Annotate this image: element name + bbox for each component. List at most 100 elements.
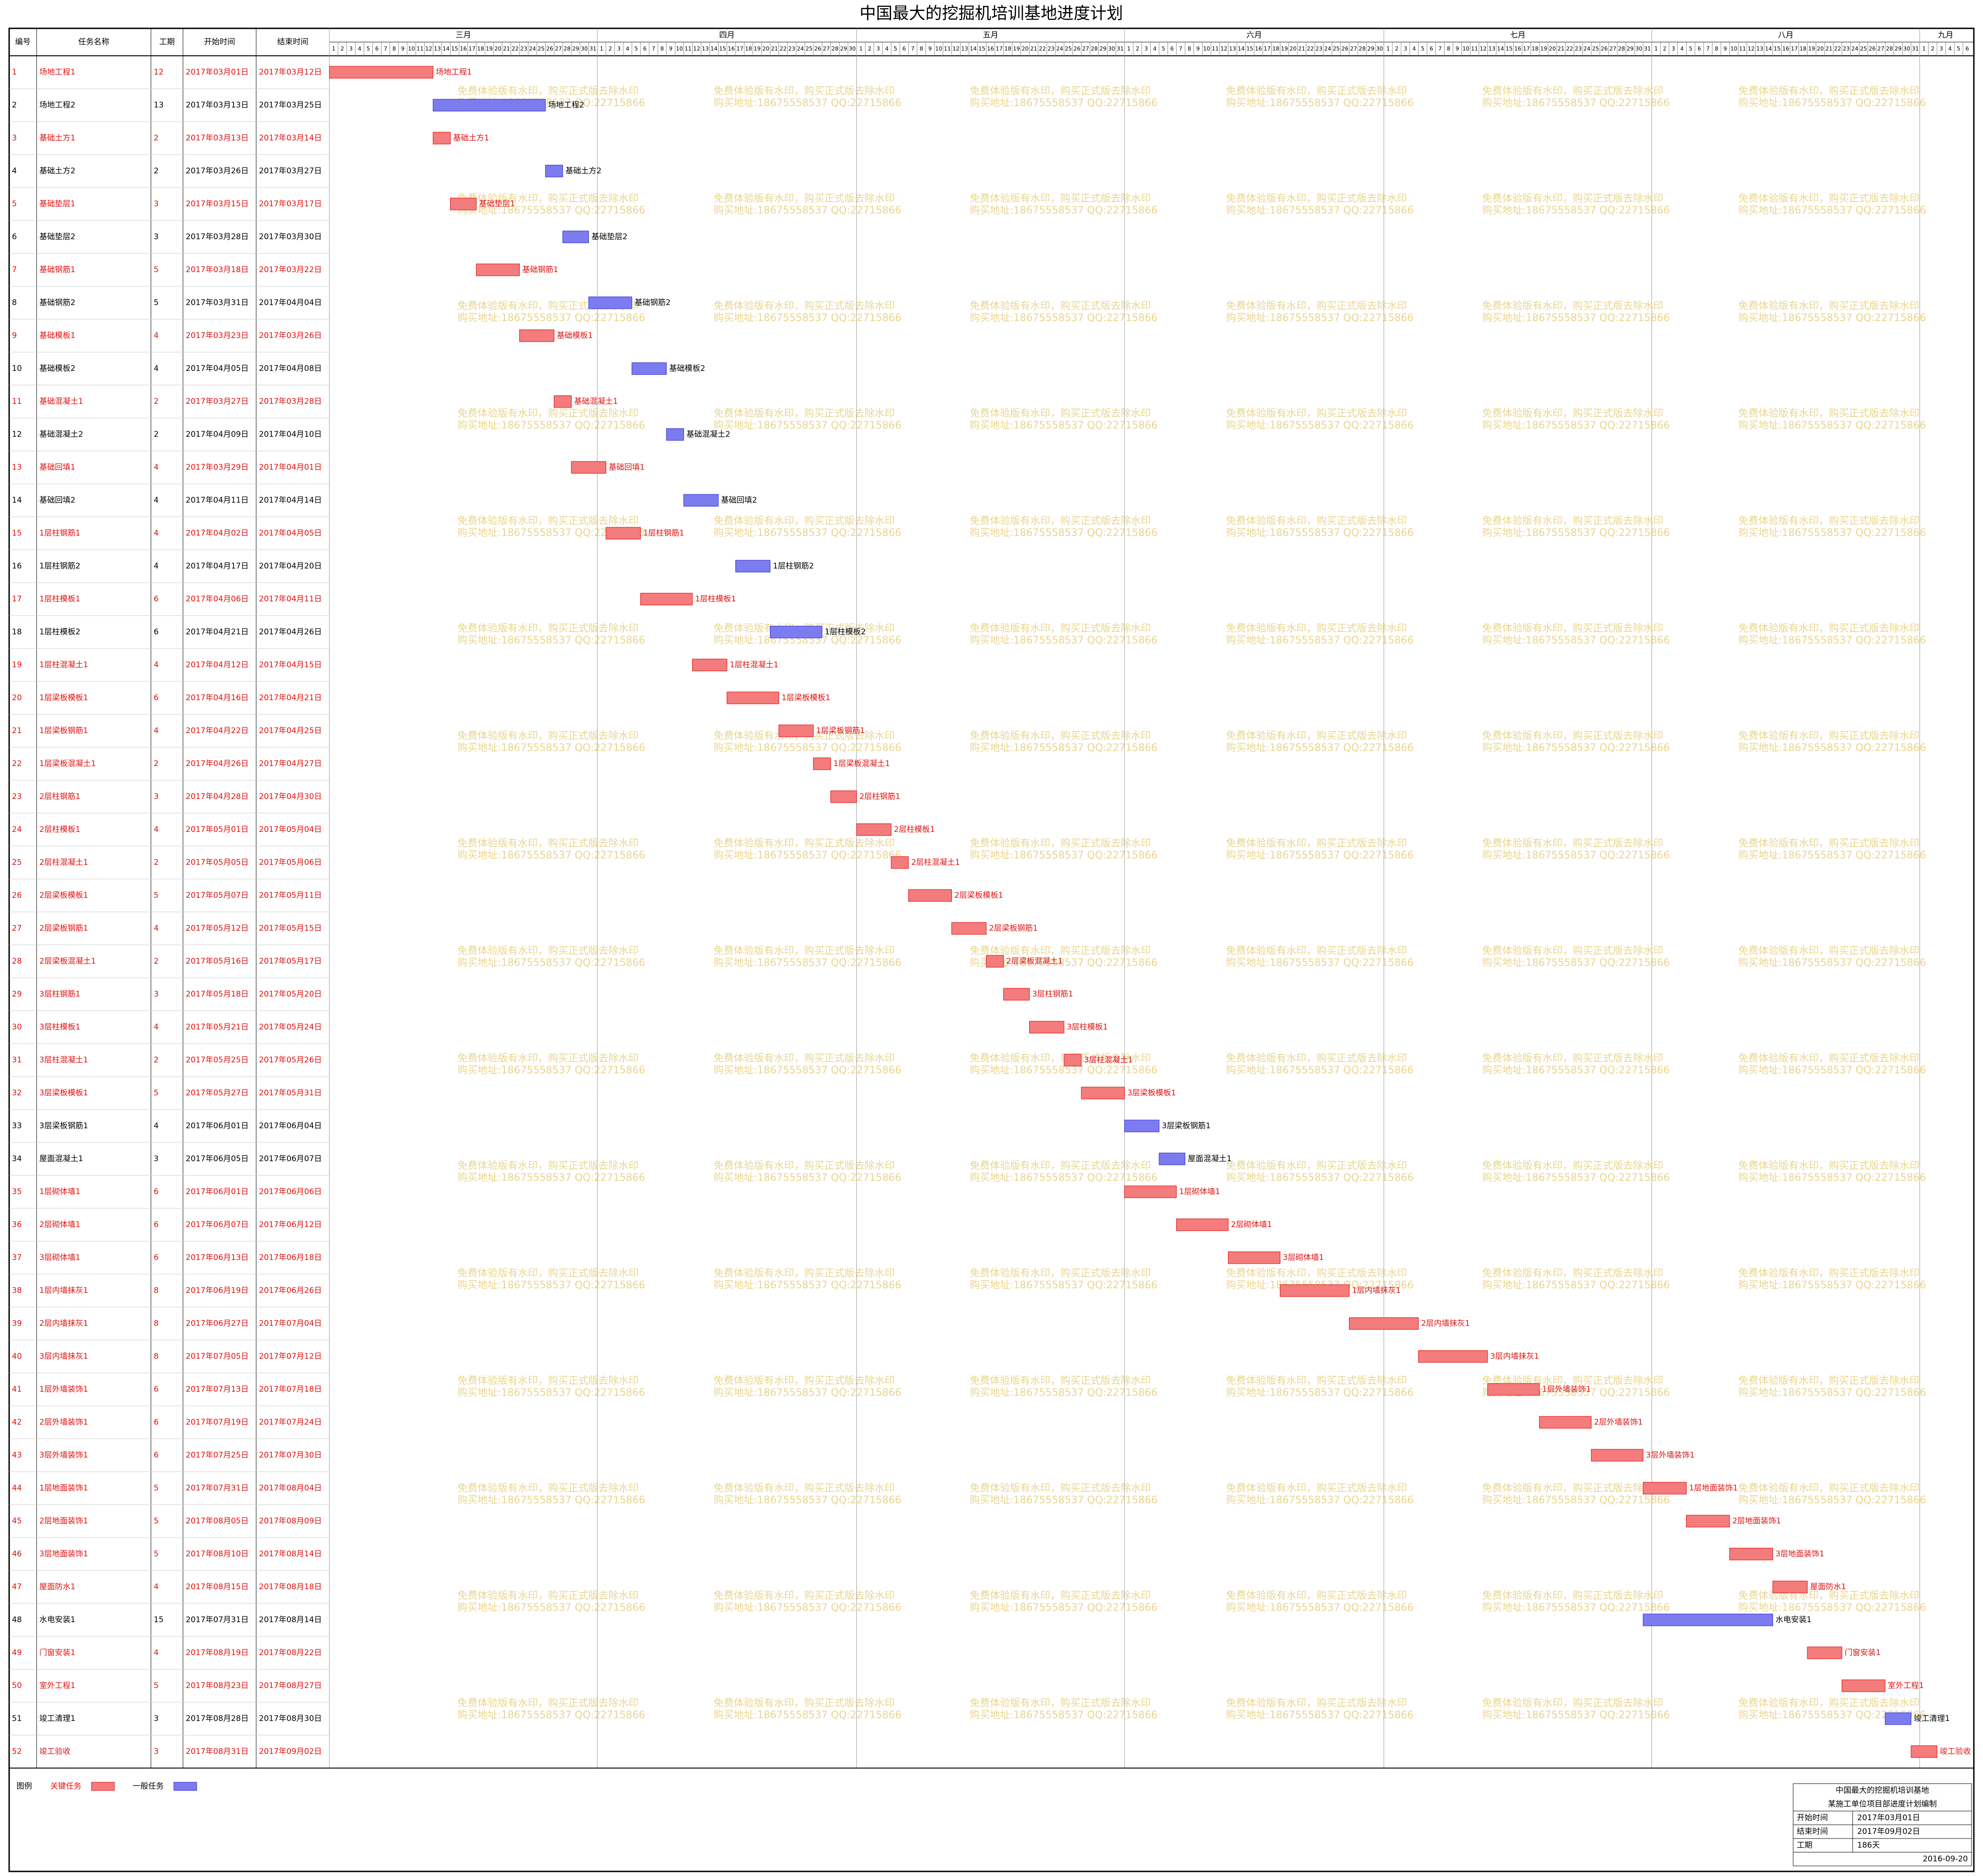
watermark: 购买地址:18675558537 QQ:22715866	[1482, 1602, 1670, 1613]
day-label: 3	[1671, 46, 1675, 52]
watermark: 免费体验版有水印，购买正式版去除水印	[1482, 1160, 1663, 1172]
day-label: 29	[572, 46, 579, 52]
watermark: 免费体验版有水印，购买正式版去除水印	[1226, 193, 1407, 204]
cell-name: 3层柱钢筋1	[39, 990, 81, 999]
day-label: 11	[417, 46, 424, 52]
bar-label: 1层柱混凝土1	[730, 660, 779, 670]
bar-label: 屋面混凝土1	[1188, 1154, 1232, 1163]
bar-label: 1层梁板钢筋1	[816, 726, 865, 735]
cell-start: 2017年06月13日	[186, 1253, 249, 1262]
bar-label: 3层柱钢筋1	[1032, 990, 1073, 999]
watermark: 免费体验版有水印，购买正式版去除水印	[1226, 515, 1407, 527]
cell-duration: 4	[154, 726, 159, 735]
normal-bar	[433, 99, 546, 112]
day-label: 20	[1290, 46, 1296, 52]
day-label: 11	[1212, 46, 1219, 52]
watermark: 免费体验版有水印，购买正式版去除水印	[714, 300, 895, 312]
bar-label: 1层梁板模板1	[782, 693, 831, 702]
watermark: 购买地址:18675558537 QQ:22715866	[714, 1065, 901, 1076]
watermark: 购买地址:18675558537 QQ:22715866	[457, 420, 645, 431]
watermark: 免费体验版有水印，购买正式版去除水印	[714, 1160, 895, 1172]
legend-swatch	[173, 1782, 197, 1791]
watermark: 购买地址:18675558537 QQ:22715866	[457, 1602, 645, 1613]
cell-id: 29	[12, 990, 22, 999]
bar-label: 竣工清理1	[1914, 1714, 1950, 1723]
critical-bar	[692, 659, 727, 671]
bar-label: 1层地面装饰1	[1689, 1484, 1738, 1493]
cell-start: 2017年08月19日	[186, 1648, 249, 1657]
cell-id: 19	[12, 660, 22, 670]
watermark: 免费体验版有水印，购买正式版去除水印	[1226, 86, 1407, 97]
cell-end: 2017年06月04日	[259, 1121, 322, 1131]
day-label: 30	[849, 46, 855, 52]
day-label: 2	[1136, 46, 1139, 52]
cell-id: 7	[12, 265, 17, 274]
cell-name: 场地工程1	[39, 68, 75, 77]
bar-label: 3层梁板钢筋1	[1162, 1121, 1211, 1131]
watermark: 免费体验版有水印，购买正式版去除水印	[1738, 1268, 1919, 1279]
cell-end: 2017年05月20日	[259, 990, 322, 999]
day-label: 29	[1367, 46, 1374, 52]
cell-start: 2017年07月31日	[186, 1615, 249, 1624]
watermark: 购买地址:18675558537 QQ:22715866	[457, 312, 645, 324]
month-label: 四月	[719, 31, 735, 40]
cell-duration: 3	[154, 232, 159, 241]
cell-duration: 6	[154, 1385, 159, 1394]
critical-bar	[1487, 1383, 1540, 1396]
watermark: 购买地址:18675558537 QQ:22715866	[1226, 1387, 1413, 1399]
watermark: 购买地址:18675558537 QQ:22715866	[1482, 205, 1670, 216]
day-label: 31	[1117, 46, 1123, 52]
day-label: 6	[375, 46, 379, 52]
cell-duration: 3	[154, 199, 159, 209]
cell-id: 20	[12, 693, 22, 702]
day-label: 24	[1851, 46, 1858, 52]
cell-end: 2017年04月20日	[259, 562, 322, 571]
day-label: 3	[1940, 46, 1943, 52]
watermark: 购买地址:18675558537 QQ:22715866	[1226, 850, 1413, 861]
bar-label: 场地工程1	[436, 68, 472, 77]
cell-start: 2017年03月15日	[186, 199, 249, 209]
day-label: 6	[903, 46, 906, 52]
cell-name: 竣工验收	[39, 1747, 70, 1756]
bar-label: 水电安装1	[1775, 1615, 1811, 1624]
watermark: 免费体验版有水印，购买正式版去除水印	[1226, 838, 1407, 849]
bar-label: 3层柱混凝土1	[1084, 1056, 1133, 1065]
bar-label: 基础模板2	[669, 364, 705, 373]
watermark: 免费体验版有水印，购买正式版去除水印	[1738, 86, 1919, 97]
cell-end: 2017年08月09日	[259, 1517, 322, 1526]
cell-start: 2017年03月27日	[186, 397, 249, 406]
watermark: 购买地址:18675558537 QQ:22715866	[714, 1602, 901, 1613]
day-label: 22	[1307, 46, 1314, 52]
watermark: 购买地址:18675558537 QQ:22715866	[1226, 420, 1413, 431]
cell-duration: 2	[154, 430, 159, 439]
day-label: 10	[676, 46, 683, 52]
cell-id: 25	[12, 858, 22, 867]
cell-id: 18	[12, 627, 22, 637]
watermark: 免费体验版有水印，购买正式版去除水印	[1738, 838, 1919, 849]
watermark: 免费体验版有水印，购买正式版去除水印	[970, 1590, 1151, 1602]
bar-label: 基础垫层2	[591, 232, 628, 241]
watermark: 购买地址:18675558537 QQ:22715866	[970, 1710, 1157, 1721]
cell-name: 2层梁板钢筋1	[39, 924, 88, 933]
watermark: 购买地址:18675558537 QQ:22715866	[1738, 420, 1926, 431]
watermark: 免费体验版有水印，购买正式版去除水印	[714, 1268, 895, 1279]
day-label: 29	[1895, 46, 1902, 52]
day-label: 24	[1056, 46, 1063, 52]
cell-name: 2层梁板混凝土1	[39, 957, 96, 966]
cell-end: 2017年03月14日	[259, 134, 322, 143]
watermark: 购买地址:18675558537 QQ:22715866	[970, 527, 1157, 539]
cell-id: 12	[12, 430, 22, 439]
cell-name: 门窗安装1	[39, 1648, 75, 1657]
cell-duration: 4	[154, 496, 159, 505]
cell-start: 2017年05月05日	[186, 858, 249, 867]
day-label: 12	[952, 46, 959, 52]
day-label: 10	[1730, 46, 1737, 52]
cell-id: 8	[12, 298, 17, 307]
cell-end: 2017年06月18日	[259, 1253, 322, 1262]
day-label: 2	[868, 46, 871, 52]
cell-duration: 6	[154, 1220, 159, 1229]
info-label: 结束时间	[1797, 1827, 1828, 1836]
cell-end: 2017年05月26日	[259, 1056, 322, 1065]
watermark: 免费体验版有水印，购买正式版去除水印	[714, 515, 895, 527]
watermark: 免费体验版有水印，购买正式版去除水印	[1226, 1268, 1407, 1279]
